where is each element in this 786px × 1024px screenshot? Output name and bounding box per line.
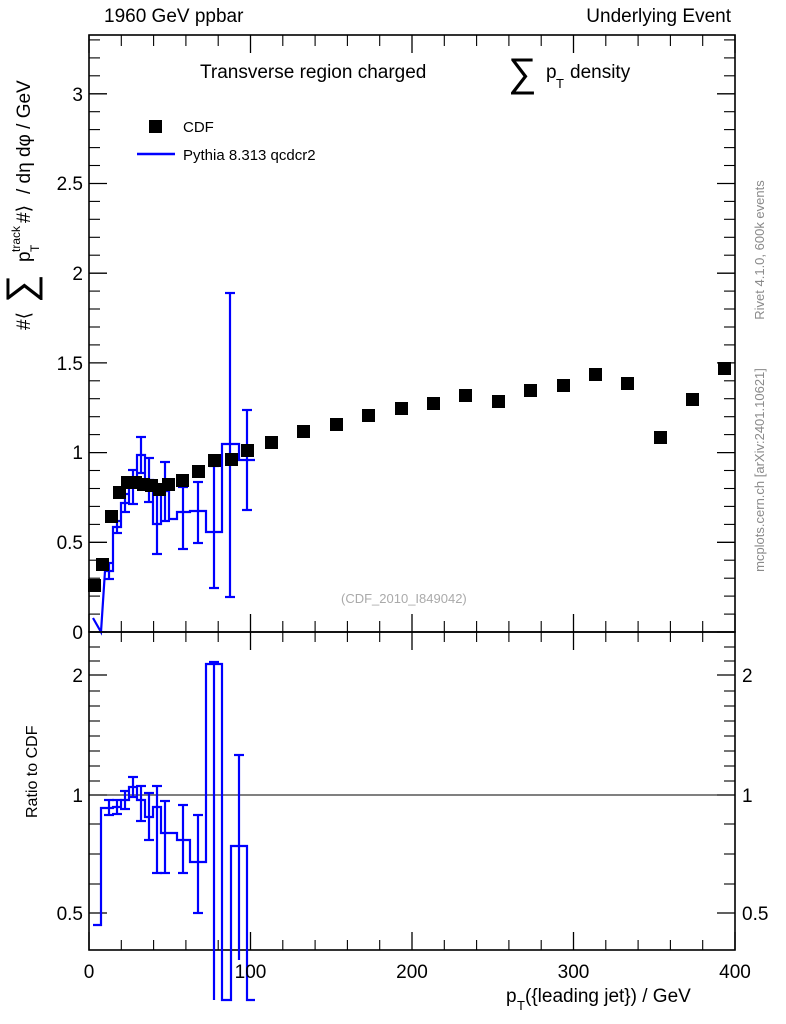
data-point — [162, 478, 175, 491]
data-point — [192, 465, 205, 478]
ratio-y-ticks-left — [89, 646, 107, 914]
plot-title-text: Transverse region charged — [200, 62, 426, 83]
data-point — [427, 397, 440, 410]
plot-title-p: p — [546, 62, 557, 83]
y-tick-label: 1 — [72, 443, 83, 464]
data-point — [524, 384, 537, 397]
data-point — [113, 486, 126, 499]
ratio-tick-label: 2 — [72, 666, 83, 687]
ratio-tick-label-right: 1 — [742, 786, 753, 807]
y-axis-title-subscript: T — [28, 244, 42, 252]
ratio-plot-frame — [88, 631, 736, 951]
data-point — [265, 436, 278, 449]
main-y-ticks-left — [89, 39, 107, 633]
x-tick-label: 100 — [235, 962, 267, 983]
x-tick-label: 0 — [84, 962, 95, 983]
y-tick-label: 1.5 — [57, 354, 83, 375]
data-point — [297, 425, 310, 438]
watermark-label: (CDF_2010_I849042) — [341, 591, 467, 606]
x-tick-labels: 0 100 200 300 400 — [84, 962, 751, 983]
y-axis-title-superscript: track — [9, 225, 23, 252]
x-tick-label: 400 — [719, 962, 751, 983]
main-y-tick-labels: 0 0.5 1 1.5 2 2.5 3 — [57, 85, 83, 644]
main-y-ticks-right — [717, 39, 735, 633]
data-point — [589, 368, 602, 381]
data-point — [208, 454, 221, 467]
data-point — [686, 393, 699, 406]
legend-label-cdf: CDF — [183, 119, 214, 136]
plot-title: Transverse region charged ∑ p T density — [200, 51, 631, 95]
data-point — [88, 579, 101, 592]
x-axis-title-p: p — [506, 986, 517, 1007]
plot-title-tail: density — [570, 62, 631, 83]
ratio-y-ticks-right — [717, 646, 735, 914]
ratio-axis-title: Ratio to CDF — [24, 725, 41, 818]
cdf-data-markers — [88, 362, 731, 592]
data-point — [395, 402, 408, 415]
y-axis-title: #⟨ ∑ p track T #⟩ / dη dφ / GeV — [0, 80, 43, 330]
data-point — [621, 377, 634, 390]
ratio-tick-label-right: 2 — [742, 666, 753, 687]
x-tick-label: 300 — [558, 962, 590, 983]
sum-symbol-icon: ∑ — [508, 51, 537, 95]
header-right-label: Underlying Event — [586, 6, 731, 27]
data-point — [362, 409, 375, 422]
y-axis-sum-icon: ∑ — [0, 274, 43, 303]
y-axis-title-tail: / dη dφ / GeV — [14, 80, 35, 194]
data-point — [176, 474, 189, 487]
data-point — [557, 379, 570, 392]
main-x-ticks — [88, 35, 736, 632]
legend: CDF Pythia 8.313 qcdcr2 — [137, 119, 316, 164]
y-tick-label: 2 — [72, 264, 83, 285]
y-tick-label: 2.5 — [57, 174, 83, 195]
ratio-x-ticks — [88, 632, 736, 950]
y-axis-title-close: #⟩ — [14, 205, 35, 223]
ratio-y-tick-labels: 0.5 1 2 0.5 1 2 — [57, 666, 769, 925]
chart-header: 1960 GeV ppbar Underlying Event — [0, 0, 786, 34]
ratio-tick-label: 0.5 — [57, 904, 83, 925]
legend-label-pythia: Pythia 8.313 qcdcr2 — [183, 147, 316, 164]
data-point — [654, 431, 667, 444]
y-tick-label: 0 — [72, 623, 83, 644]
data-point — [459, 389, 472, 402]
side-label-mcplots: mcplots.cern.ch [arXiv:2401.10621] — [752, 368, 767, 572]
legend-marker-cdf — [149, 120, 162, 133]
data-point — [105, 510, 118, 523]
x-tick-label: 200 — [396, 962, 428, 983]
ratio-tick-label: 1 — [72, 786, 83, 807]
y-axis-title-p: p — [14, 251, 35, 262]
header-left-label: 1960 GeV ppbar — [104, 6, 244, 27]
data-point — [96, 558, 109, 571]
data-point — [492, 395, 505, 408]
data-point — [330, 418, 343, 431]
data-point — [718, 362, 731, 375]
data-point — [225, 453, 238, 466]
y-axis-title-open: #⟨ — [14, 312, 35, 330]
x-axis-title-tail: ({leading jet}) / GeV — [525, 986, 691, 1007]
plot-title-subscript: T — [556, 76, 564, 91]
x-axis-title-subscript: T — [517, 998, 525, 1013]
ratio-tick-label-right: 0.5 — [742, 904, 768, 925]
y-tick-label: 3 — [72, 85, 83, 106]
ratio-series-pythia — [93, 660, 255, 1002]
x-axis-title: p T ({leading jet}) / GeV — [506, 986, 691, 1013]
y-tick-label: 0.5 — [57, 533, 83, 554]
data-point — [241, 444, 254, 457]
side-label-rivet: Rivet 4.1.0, 600k events — [752, 180, 767, 320]
